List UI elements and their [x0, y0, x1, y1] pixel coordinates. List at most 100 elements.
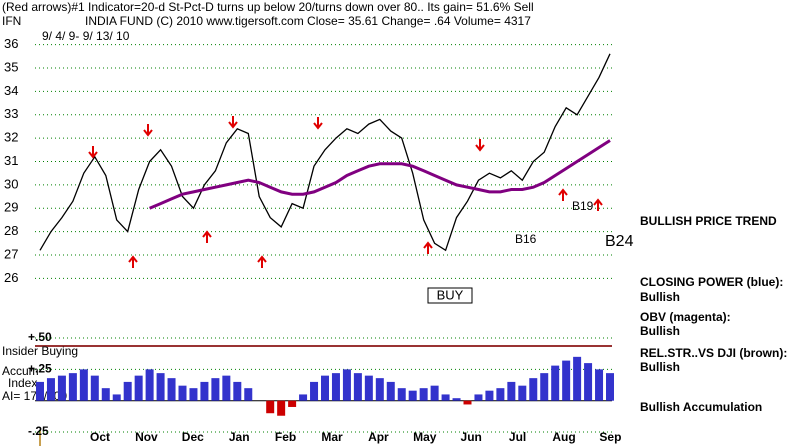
annotation: BULLISH PRICE TREND [640, 214, 777, 228]
annotation: B16 [515, 232, 537, 246]
annotation: Bullish [640, 360, 680, 374]
y-tick-label: 26 [4, 270, 18, 285]
bar [321, 375, 329, 401]
y-tick-label: 29 [4, 200, 18, 215]
annotation: Bullish [640, 324, 680, 338]
y-tick-label: 36 [4, 36, 18, 51]
panel-label: Index [8, 376, 37, 390]
bar [189, 388, 198, 401]
y-tick-label: 27 [4, 246, 18, 261]
bar [606, 373, 614, 401]
bar [562, 360, 571, 401]
signal-arrow [558, 188, 568, 201]
bar [167, 378, 176, 401]
annotation: BUY [437, 287, 464, 302]
date-range: 9/ 4/ 9- 9/ 13/ 10 [42, 29, 130, 43]
bar [299, 394, 308, 401]
annotation: REL.STR..VS DJI (brown): [640, 346, 787, 360]
bar [222, 375, 231, 401]
bar [244, 388, 253, 401]
series-line [39, 53, 611, 252]
bar [584, 363, 593, 401]
bar [123, 381, 132, 401]
x-tick-label: Mar [321, 430, 343, 444]
bar [507, 381, 516, 401]
bar [595, 369, 604, 401]
bar [529, 378, 538, 401]
x-tick-label: Sep [599, 430, 621, 444]
bar [342, 369, 351, 401]
series-line [149, 139, 611, 210]
y-tick-label: +.50 [28, 330, 52, 344]
bar [112, 394, 121, 401]
y-tick-label: 32 [4, 130, 18, 145]
bar [288, 400, 297, 407]
signal-arrow [88, 146, 98, 159]
y-tick-label: 28 [4, 223, 18, 238]
annotation: B19 [572, 199, 594, 213]
x-tick-label: Jul [509, 430, 526, 444]
bar [540, 373, 549, 401]
annotation: Bullish [640, 290, 680, 304]
bar [474, 394, 483, 401]
bar [178, 385, 187, 401]
bar [573, 356, 582, 401]
y-tick-label: -.25 [28, 424, 49, 438]
signal-arrow [475, 139, 485, 152]
bar [68, 373, 77, 401]
x-tick-label: Jun [461, 430, 482, 444]
y-tick-label: 34 [4, 83, 18, 98]
subtitle: INDIA FUND (C) 2010 www.tigersoft.com Cl… [85, 14, 531, 28]
bar [57, 375, 66, 401]
x-tick-label: Feb [275, 430, 296, 444]
bar [496, 388, 505, 401]
signal-arrow [143, 124, 153, 137]
panel-label: Accum [2, 364, 39, 378]
bar [331, 373, 340, 401]
bar [79, 369, 88, 401]
signal-arrow [228, 116, 238, 129]
x-tick-label: May [413, 430, 437, 444]
buy-box [427, 287, 473, 304]
annotation: Bullish Accumulation [640, 400, 762, 414]
x-tick-label: Apr [368, 430, 389, 444]
y-tick-label: 31 [4, 153, 18, 168]
signal-arrow [313, 117, 323, 130]
bar [551, 365, 560, 401]
signal-arrow [128, 255, 138, 268]
bar [430, 385, 439, 401]
x-tick-label: Nov [135, 430, 158, 444]
bar [364, 375, 373, 401]
bar [310, 381, 319, 401]
bar [101, 388, 110, 401]
bar [397, 388, 406, 401]
bar [211, 378, 220, 401]
y-tick-label: +.25 [28, 362, 52, 376]
annotation: B24 [605, 233, 634, 250]
bar [266, 400, 275, 414]
bar [452, 398, 461, 401]
bar [277, 400, 286, 416]
x-tick-label: Jan [229, 430, 250, 444]
signal-arrow [202, 230, 212, 243]
y-tick-label: 33 [4, 106, 18, 121]
bar [90, 375, 99, 401]
bar [419, 388, 428, 401]
bar [134, 375, 143, 401]
x-tick-label: Dec [182, 430, 204, 444]
bar [156, 373, 165, 401]
bar [518, 385, 527, 401]
chart-title: (Red arrows)#1 Indicator=20-d St-Pct-D t… [2, 0, 534, 14]
x-tick-label: Oct [90, 430, 110, 444]
y-tick-label: 30 [4, 176, 18, 191]
bar [441, 394, 450, 401]
bar [386, 381, 395, 401]
bar [145, 369, 154, 401]
symbol: IFN [2, 14, 21, 28]
bar [353, 373, 362, 401]
annotation: CLOSING POWER (blue): [640, 275, 783, 289]
signal-arrow [257, 255, 267, 268]
x-tick-label: Aug [552, 430, 575, 444]
